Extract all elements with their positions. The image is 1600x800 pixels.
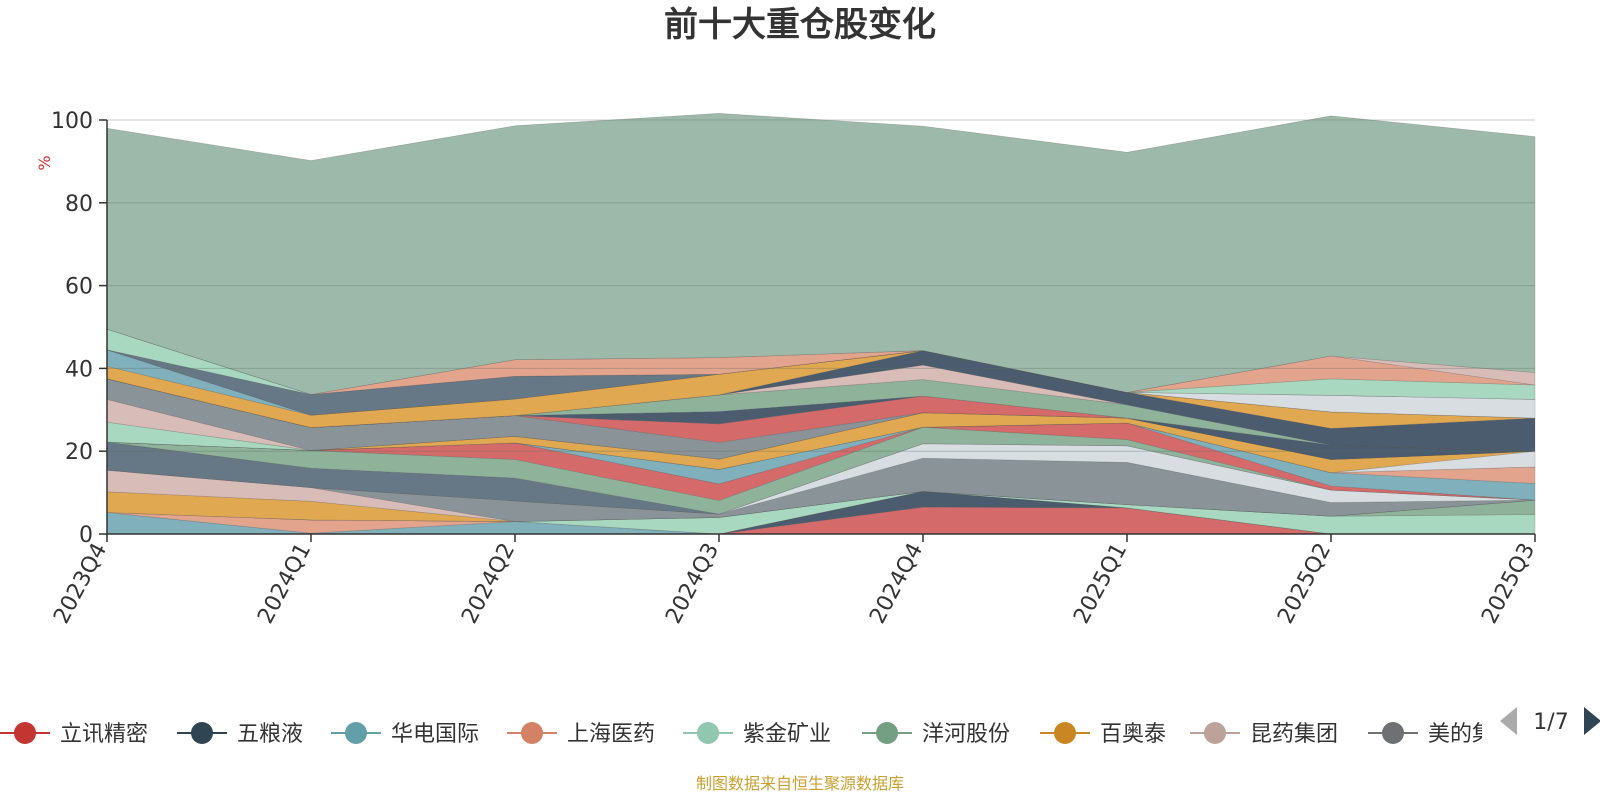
- legend-label: 紫金矿业: [743, 722, 831, 747]
- x-tick-label: 2025Q2: [1273, 539, 1336, 628]
- legend-item[interactable]: 五粮液: [177, 722, 303, 747]
- legend-circle-icon: [1204, 722, 1226, 744]
- legend-item[interactable]: 华电国际: [331, 722, 479, 747]
- x-axis-ticks: 2023Q4 2024Q1 2024Q2 2024Q3 2024Q4 2025Q1 2025…: [49, 534, 1540, 628]
- y-axis-ticks: 0 20 40 60 80 100: [51, 109, 107, 548]
- legend-label: 昆药集团: [1250, 722, 1338, 747]
- x-tick-label: 2023Q4: [49, 539, 112, 628]
- legend-circle-icon: [1382, 722, 1404, 744]
- legend-label: 立讯精密: [60, 722, 148, 747]
- legend-pager[interactable]: 1/7: [1500, 707, 1600, 735]
- x-tick-label: 2024Q2: [457, 539, 520, 628]
- legend-label: 美的集团: [1428, 722, 1516, 747]
- legend-label: 华电国际: [391, 722, 479, 747]
- legend-circle-icon: [1054, 722, 1076, 744]
- legend-next-arrow-icon[interactable]: [1584, 707, 1600, 735]
- legend-page-indicator: 1/7: [1533, 710, 1568, 735]
- legend-item[interactable]: 洋河股份: [862, 722, 1010, 747]
- legend-circle-icon: [697, 722, 719, 744]
- x-tick-label: 2025Q3: [1477, 539, 1540, 628]
- grid-lines: [107, 119, 1535, 452]
- legend-item[interactable]: 昆药集团: [1190, 722, 1338, 747]
- x-tick-label: 2024Q1: [253, 539, 316, 628]
- area-series-32: [106, 113, 1536, 395]
- legend-circle-icon: [345, 722, 367, 744]
- legend-circle-icon: [521, 722, 543, 744]
- legend-prev-arrow-icon[interactable]: [1500, 707, 1517, 735]
- area-series-3: [106, 491, 1535, 535]
- legend: 立讯精密 五粮液 华电国际 上海医药 紫金矿业 洋河股份 百奥泰 昆药集团 美的集团: [0, 722, 1516, 747]
- legend-item[interactable]: 百奥泰: [1040, 722, 1166, 747]
- legend-item[interactable]: 上海医药: [507, 722, 655, 747]
- y-tick-label: 60: [65, 275, 93, 300]
- y-axis-unit: %: [35, 155, 54, 170]
- y-tick-label: 100: [51, 109, 93, 134]
- legend-label: 上海医药: [567, 722, 655, 747]
- legend-circle-icon: [191, 722, 213, 744]
- legend-label: 百奥泰: [1100, 722, 1166, 747]
- axes: [106, 120, 1535, 535]
- legend-label: 洋河股份: [922, 722, 1010, 747]
- legend-circle-icon: [876, 722, 898, 744]
- x-tick-label: 2024Q3: [661, 539, 724, 628]
- data-source-note: 制图数据来自恒生聚源数据库: [696, 774, 904, 793]
- chart-title: 前十大重仓股变化: [664, 5, 936, 45]
- legend-circle-icon: [14, 722, 36, 744]
- y-tick-label: 40: [65, 357, 93, 382]
- x-tick-label: 2025Q1: [1069, 539, 1132, 628]
- x-tick-label: 2024Q4: [865, 539, 928, 628]
- legend-item[interactable]: 紫金矿业: [683, 722, 831, 747]
- y-tick-label: 80: [65, 192, 93, 217]
- legend-item[interactable]: 立讯精密: [0, 722, 148, 747]
- legend-item[interactable]: 美的集团: [1368, 722, 1516, 747]
- y-tick-label: 20: [65, 440, 93, 465]
- stacked-areas: [106, 113, 1536, 535]
- y-tick-label: 0: [79, 523, 93, 548]
- legend-label: 五粮液: [237, 722, 303, 747]
